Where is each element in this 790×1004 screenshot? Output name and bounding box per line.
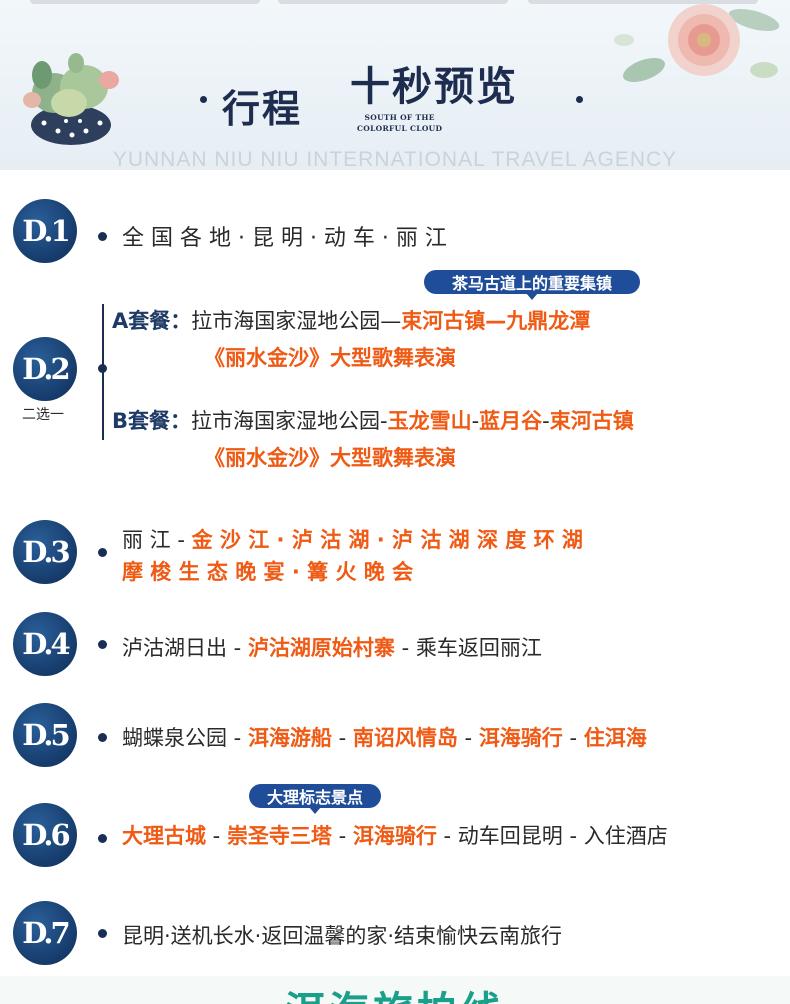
day-badge-4: D.4 <box>13 612 77 676</box>
day-badge-5: D.5 <box>13 703 77 767</box>
option-b-line: B套餐：拉市海国家湿地公园-玉龙雪山-蓝月谷-束河古镇 <box>112 409 634 433</box>
tag-tea-horse-town: 茶马古道上的重要集镇 <box>424 270 640 300</box>
day-6-text: 大理古城 - 崇圣寺三塔 - 洱海骑行 - 动车回昆明 - 入住酒店 <box>122 824 668 848</box>
option-a-show: 《丽水金沙》大型歌舞表演 <box>204 346 456 370</box>
bullet-dot <box>98 834 107 843</box>
day-badge-1: D.1 <box>13 199 77 263</box>
day-3-line2: 摩 梭 生 态 晚 宴 · 篝 火 晚 会 <box>122 560 414 584</box>
choose-one-note: 二选一 <box>22 407 64 423</box>
bullet-dot <box>98 364 107 373</box>
bullet-dot <box>98 640 107 649</box>
day-4-text: 泸沽湖日出 - 泸沽湖原始村寨 - 乘车返回丽江 <box>122 636 542 660</box>
top-strip <box>0 0 790 10</box>
header-title: 行程 十秒预览 SOUTH OF THE COLORFUL CLOUD <box>200 58 600 138</box>
title-right: 十秒预览 <box>350 63 518 110</box>
day-5-text: 蝴蝶泉公园 - 洱海游船 - 南诏风情岛 - 洱海骑行 - 住洱海 <box>122 726 647 750</box>
day-badge-7: D.7 <box>13 901 77 965</box>
tag-dali-landmark: 大理标志景点 <box>249 784 381 814</box>
day-1-text: 全 国 各 地 · 昆 明 · 动 车 · 丽 江 <box>122 226 447 251</box>
next-section-title: 洱海旅拍线 <box>0 976 790 1004</box>
succulent-pot-left-icon <box>23 53 119 145</box>
header-banner: 行程 十秒预览 SOUTH OF THE COLORFUL CLOUD YUNN… <box>0 0 790 170</box>
title-left: 行程 <box>222 86 303 131</box>
day-badge-2: D.2 <box>13 337 77 401</box>
agency-name: YUNNAN NIU NIU INTERNATIONAL TRAVEL AGEN… <box>112 148 678 170</box>
bullet-dot <box>98 548 107 557</box>
day-badge-6: D.6 <box>13 803 77 867</box>
day-7-text: 昆明·送机长水·返回温馨的家·结束愉快云南旅行 <box>122 924 563 948</box>
option-b-show: 《丽水金沙》大型歌舞表演 <box>204 446 456 470</box>
flower-right-icon <box>614 4 780 83</box>
bullet-dot <box>98 733 107 742</box>
bullet-dot <box>98 232 107 241</box>
bullet-dot <box>98 929 107 938</box>
option-a-line: A套餐：拉市海国家湿地公园—束河古镇—九鼎龙潭 <box>112 309 591 333</box>
day-badge-3: D.3 <box>13 520 77 584</box>
day-3-line1: 丽 江 - 金 沙 江 · 泸 沽 湖 · 泸 沽 湖 深 度 环 湖 <box>122 528 583 552</box>
title-subtitle: SOUTH OF THE COLORFUL CLOUD <box>357 113 443 133</box>
